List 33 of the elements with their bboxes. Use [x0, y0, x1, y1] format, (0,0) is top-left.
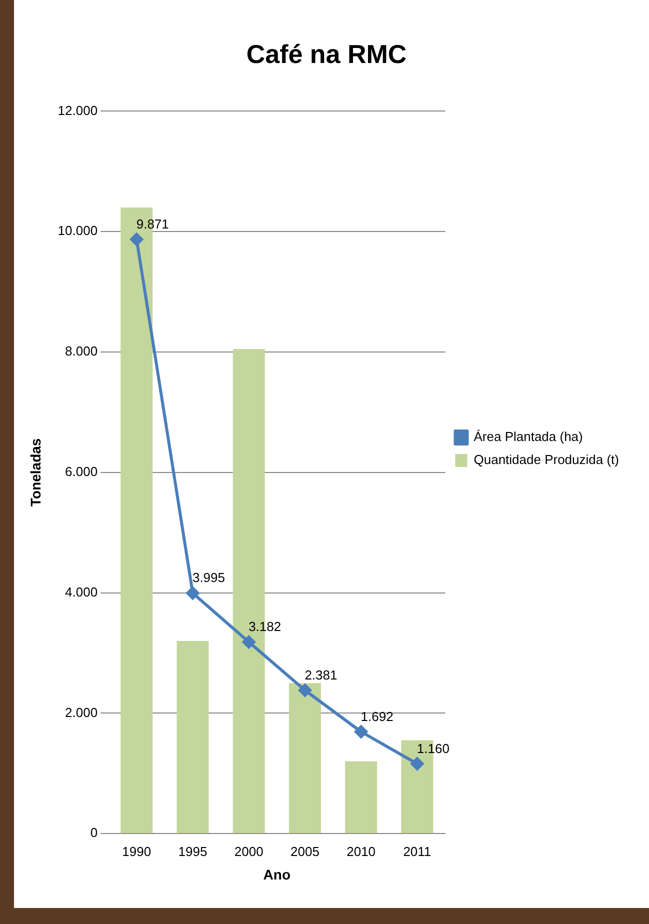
bar [345, 761, 378, 834]
data-label: 3.995 [192, 570, 226, 586]
data-label: 3.182 [248, 619, 282, 634]
y-tick-label: 10.000 [58, 223, 98, 238]
y-tick-label: 0 [90, 825, 98, 840]
y-tick-label: 8.000 [65, 344, 98, 359]
x-tick-label: 1995 [178, 844, 208, 859]
data-label: 1.692 [360, 708, 394, 724]
y-axis-title: Toneladas [27, 438, 44, 506]
data-label: 1.160 [416, 740, 450, 756]
x-axis-title: Ano [263, 866, 291, 882]
data-label: 9.871 [136, 216, 169, 232]
point [186, 586, 200, 600]
x-tick-label: 2011 [403, 844, 432, 859]
point [242, 636, 256, 649]
x-tick-label: 2000 [234, 844, 264, 859]
x-tick-label: 2010 [346, 844, 376, 859]
y-tick-label: 12.000 [58, 102, 98, 118]
y-tick-label: 2.000 [65, 704, 98, 720]
point [130, 232, 144, 246]
point [354, 725, 368, 738]
y-tick-label: 6.000 [65, 464, 98, 479]
point [410, 757, 424, 770]
legend-label: Quantidade Produzida (t) [474, 452, 620, 468]
x-tick-label: 2005 [290, 844, 320, 859]
legend-label: Área Plantada (ha) [474, 429, 583, 444]
y-tick-label: 4.000 [65, 584, 98, 600]
x-tick-label: 1990 [122, 844, 152, 859]
bar [176, 640, 209, 834]
bar [288, 683, 321, 834]
data-label: 2.381 [304, 667, 338, 682]
point [298, 684, 312, 697]
chart-title: Café na RMC [246, 38, 407, 69]
